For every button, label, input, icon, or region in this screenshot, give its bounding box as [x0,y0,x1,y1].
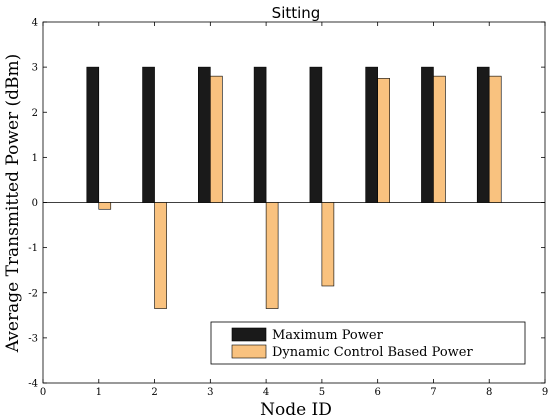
x-tick-label: 4 [263,387,269,398]
bar-dynamic-power-node-4 [265,202,279,309]
bar-maximum-power-node-6 [365,66,378,203]
legend-swatch-2 [231,344,267,359]
x-tick-label: 1 [96,387,102,398]
x-tick-label: 3 [207,387,213,398]
y-tick-label: -2 [28,288,38,299]
y-tick-label: 0 [32,198,38,209]
x-tick-label: 0 [40,387,46,398]
bar-dynamic-power-node-5 [321,202,335,287]
bar-dynamic-power-node-6 [377,78,390,203]
bar-maximum-power-node-4 [253,66,267,203]
bar-dynamic-power-node-2 [154,202,167,309]
x-tick-label: 9 [542,387,548,398]
x-axis-label: Node ID [260,400,332,420]
y-tick-label: 3 [32,63,38,74]
y-tick-label: 1 [32,153,38,164]
bar-maximum-power-node-3 [198,66,211,203]
bar-maximum-power-node-7 [421,66,434,203]
legend-label-1: Maximum Power [272,328,384,343]
bar-maximum-power-node-5 [309,66,323,203]
y-axis-label: Average Transmitted Power (dBm) [3,54,23,354]
x-tick-label: 2 [151,387,157,398]
bar-maximum-power-node-8 [476,66,490,203]
bar-maximum-power-node-1 [86,66,100,203]
ticks: 0 1 2 3 4 5 6 7 8 9 -4 -3 -2 -1 0 1 2 3 4 [28,18,548,399]
legend-label-2: Dynamic Control Based Power [272,345,473,360]
bar-dynamic-power-node-1 [98,202,112,210]
chart-title: Sitting [272,4,321,22]
bar-dynamic-power-node-3 [210,75,223,203]
x-tick-label: 6 [374,387,380,398]
x-tick-label: 5 [319,387,325,398]
legend: Maximum Power Dynamic Control Based Power [210,321,526,365]
bars [86,66,502,309]
y-tick-label: -4 [28,379,38,390]
legend-swatch-1 [231,327,267,342]
y-tick-label: 4 [32,18,38,29]
y-tick-label: 2 [32,108,38,119]
x-tick-label: 8 [486,387,492,398]
y-tick-label: -3 [28,333,38,344]
bar-dynamic-power-node-7 [433,75,446,203]
y-tick-label: -1 [28,243,38,254]
bar-maximum-power-node-2 [142,66,155,203]
bar-dynamic-power-node-8 [488,75,502,203]
x-tick-label: 7 [430,387,436,398]
